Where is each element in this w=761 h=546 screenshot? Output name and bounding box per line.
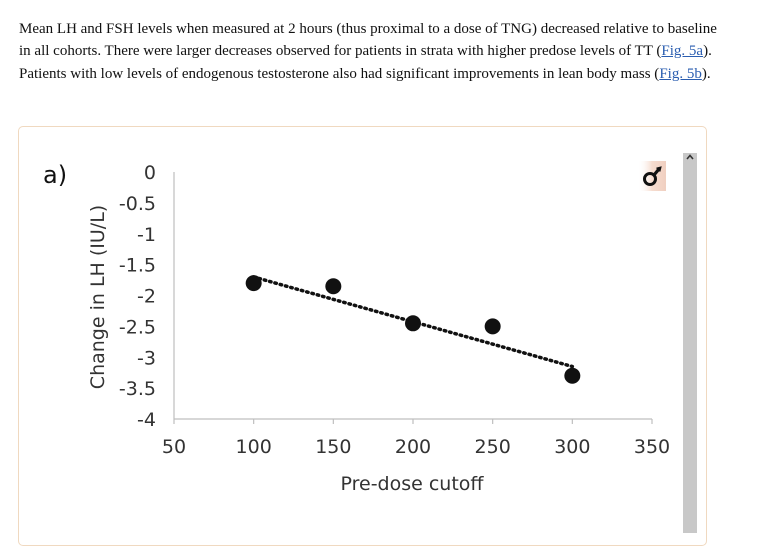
- y-tick-label: -1: [137, 224, 156, 246]
- y-tick-label: -0.5: [119, 193, 156, 215]
- article-text-part2: ). Patients with low levels of endogenou…: [19, 43, 712, 82]
- chevron-up-icon: [686, 154, 694, 160]
- article-text-part3: ).: [701, 65, 711, 82]
- x-tick-label: 150: [315, 436, 351, 458]
- data-point: [325, 278, 342, 295]
- y-tick-label: -1.5: [119, 255, 156, 277]
- x-axis-label: Pre-dose cutoff: [340, 473, 484, 495]
- y-tick-label: -3.5: [119, 378, 156, 400]
- x-tick-label: 50: [162, 436, 186, 458]
- figure-tool-button[interactable]: [638, 161, 666, 191]
- figure-scrollbar[interactable]: [683, 153, 697, 533]
- fig-5a-link[interactable]: Fig. 5a: [661, 43, 704, 60]
- figure-container: a) 0 -0.5 -1 -1.5 -2 -2.5 -3 -3.5 -4 50 100 150 200…: [18, 126, 707, 546]
- y-axis-label: Change in LH (IU/L): [87, 205, 109, 389]
- data-point: [484, 318, 501, 335]
- x-tick-label: 200: [395, 436, 431, 458]
- article-paragraph: Mean LH and FSH levels when measured at …: [19, 18, 719, 85]
- data-point: [405, 315, 421, 332]
- x-tick-label: 300: [554, 436, 590, 458]
- y-tick-label: -4: [137, 409, 156, 431]
- lh-change-chart: a) 0 -0.5 -1 -1.5 -2 -2.5 -3 -3.5 -4 50 100 150 200…: [43, 161, 670, 495]
- fig-5b-link[interactable]: Fig. 5b: [659, 65, 702, 82]
- wrench-icon: [638, 161, 666, 191]
- y-tick-label: -3: [137, 347, 156, 369]
- scroll-up-button[interactable]: [682, 151, 698, 165]
- chart-axes: [173, 172, 652, 420]
- x-tick-label: 350: [634, 436, 670, 458]
- x-tick-label: 250: [475, 436, 511, 458]
- y-tick-label: 0: [144, 162, 156, 184]
- y-tick-label: -2: [137, 286, 156, 308]
- x-axis-ticks: 50 100 150 200 250 300 350: [162, 419, 670, 458]
- data-point: [245, 275, 262, 292]
- data-point: [564, 367, 581, 384]
- data-points: [245, 275, 581, 384]
- article-text-part1: Mean LH and FSH levels when measured at …: [19, 21, 717, 60]
- x-tick-label: 100: [236, 436, 272, 458]
- y-tick-label: -2.5: [119, 316, 156, 338]
- panel-label: a): [43, 161, 67, 189]
- y-axis-ticks: 0 -0.5 -1 -1.5 -2 -2.5 -3 -3.5 -4: [119, 162, 156, 431]
